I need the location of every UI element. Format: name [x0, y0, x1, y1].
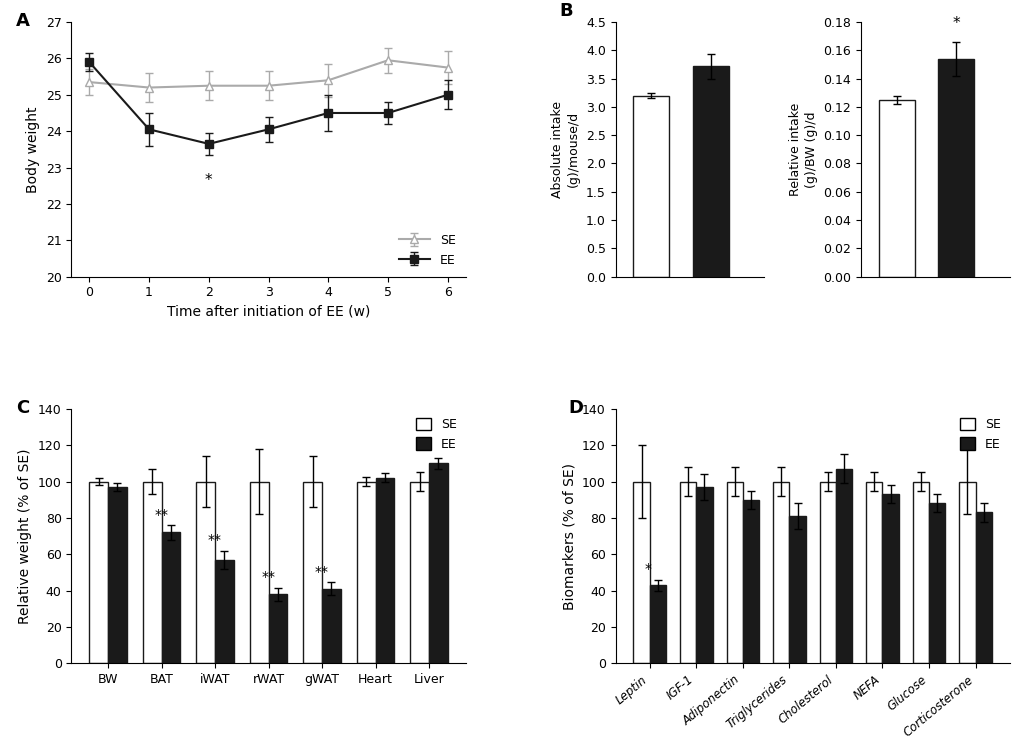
Bar	[819, 481, 836, 663]
Bar	[696, 487, 712, 663]
Bar	[726, 481, 742, 663]
Bar	[161, 532, 180, 663]
Bar	[836, 469, 852, 663]
Legend: SE, EE: SE, EE	[875, 66, 921, 105]
Bar	[322, 589, 340, 663]
Bar	[215, 559, 233, 663]
Legend: SE, EE: SE, EE	[394, 231, 459, 270]
Bar	[143, 481, 161, 663]
Bar	[649, 585, 665, 663]
Text: *: *	[952, 15, 959, 31]
Bar	[108, 487, 126, 663]
Text: *: *	[205, 173, 212, 188]
Text: **: **	[315, 565, 328, 579]
Bar	[958, 481, 974, 663]
Bar	[410, 481, 429, 663]
Bar	[692, 66, 728, 276]
Bar	[772, 481, 789, 663]
Bar	[878, 99, 914, 276]
Bar	[357, 481, 375, 663]
Y-axis label: Biomarkers (% of SE): Biomarkers (% of SE)	[561, 463, 576, 609]
Text: *: *	[644, 562, 650, 576]
Y-axis label: Body weight: Body weight	[26, 106, 40, 192]
Text: B: B	[558, 1, 572, 20]
Text: D: D	[568, 399, 583, 416]
Text: C: C	[16, 399, 30, 416]
Bar	[268, 594, 287, 663]
Y-axis label: Relative weight (% of SE): Relative weight (% of SE)	[18, 448, 33, 624]
Bar	[928, 503, 945, 663]
Bar	[90, 481, 108, 663]
Bar	[912, 481, 928, 663]
Y-axis label: Absolute intake
(g)/mouse/d: Absolute intake (g)/mouse/d	[550, 101, 580, 198]
Bar	[742, 500, 758, 663]
Bar	[789, 516, 805, 663]
Bar	[303, 481, 322, 663]
Text: **: **	[154, 508, 168, 522]
Bar	[196, 481, 215, 663]
Bar	[881, 495, 898, 663]
Legend: SE, EE: SE, EE	[413, 415, 459, 453]
Text: A: A	[16, 12, 30, 30]
Y-axis label: Relative intake
(g)/BW (g)/d: Relative intake (g)/BW (g)/d	[788, 102, 817, 196]
Bar	[375, 478, 394, 663]
Bar	[937, 59, 973, 276]
Text: **: **	[208, 533, 221, 547]
Bar	[680, 481, 696, 663]
Bar	[429, 464, 447, 663]
Bar	[633, 96, 668, 276]
Bar	[865, 481, 881, 663]
Bar	[974, 512, 990, 663]
Legend: SE, EE: SE, EE	[957, 415, 1003, 453]
X-axis label: Time after initiation of EE (w): Time after initiation of EE (w)	[167, 305, 370, 319]
Text: **: **	[261, 570, 275, 584]
Bar	[250, 481, 268, 663]
Bar	[633, 481, 649, 663]
